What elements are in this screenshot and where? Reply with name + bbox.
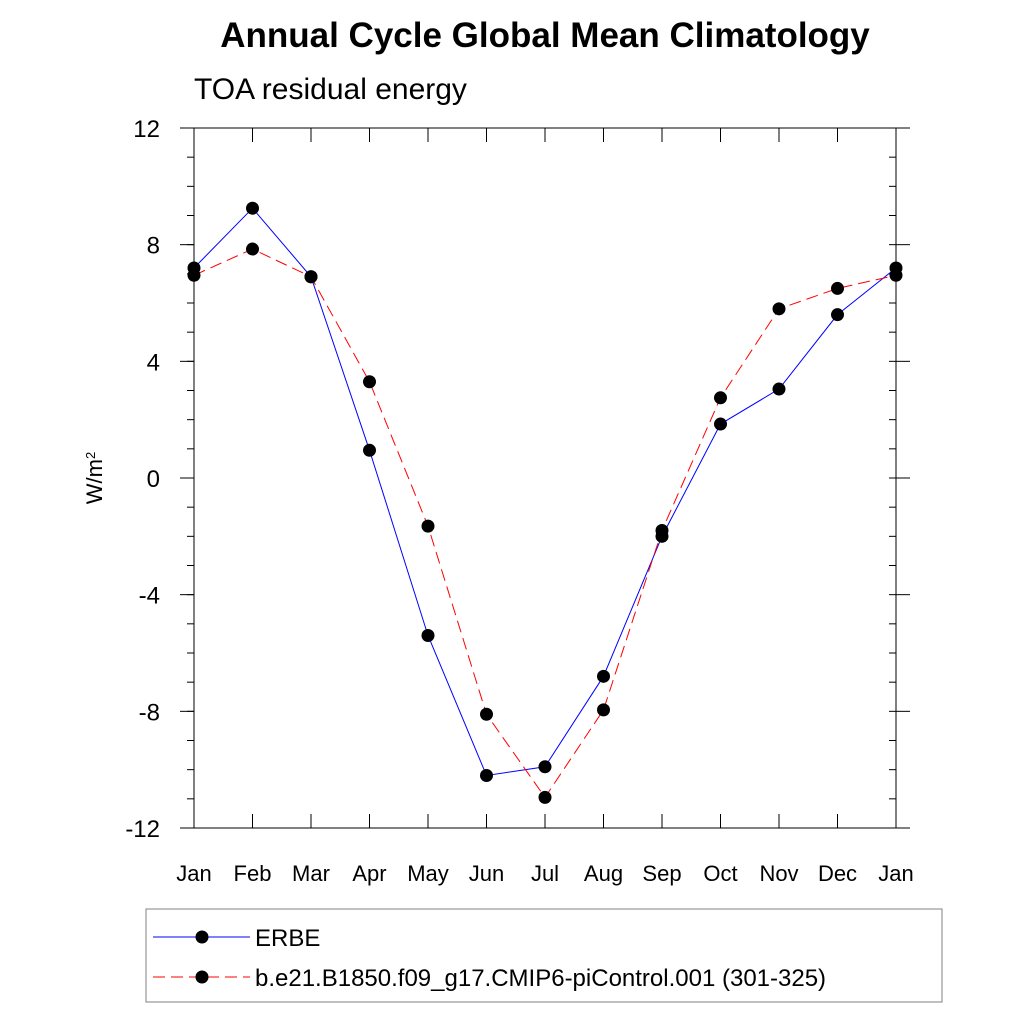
data-point-model — [538, 790, 552, 804]
y-tick-label: 12 — [133, 116, 160, 143]
x-tick-label: Mar — [292, 861, 330, 886]
y-tick-label: -8 — [139, 699, 160, 726]
series-line-model — [193, 248, 897, 799]
data-point-model — [304, 270, 318, 284]
y-axis-label: W/m2 — [82, 452, 107, 504]
x-tick-label: Jun — [469, 861, 504, 886]
legend-marker-erbe — [195, 930, 209, 944]
chart-subtitle: TOA residual energy — [194, 73, 467, 106]
data-point-erbe — [538, 760, 552, 774]
legend-label-model: b.e21.B1850.f09_g17.CMIP6-piControl.001 … — [255, 965, 826, 992]
data-point-erbe — [363, 443, 376, 457]
legend: ERBE b.e21.B1850.f09_g17.CMIP6-piControl.… — [145, 908, 943, 1003]
data-point-model — [421, 519, 435, 533]
plot-frame — [193, 127, 897, 829]
x-tick-label: Feb — [234, 861, 272, 886]
data-point-erbe — [480, 769, 493, 782]
data-point-erbe — [831, 308, 844, 322]
y-axis-label-superscript: 2 — [83, 452, 98, 459]
x-tick-label: Jan — [878, 861, 913, 886]
legend-label-erbe: ERBE — [255, 925, 320, 952]
data-point-model — [889, 268, 903, 282]
y-tick-label: 8 — [147, 233, 160, 260]
x-tick-label: Apr — [352, 861, 386, 886]
data-point-model — [187, 268, 201, 282]
y-tick-label: -4 — [139, 583, 160, 610]
data-point-model — [831, 281, 844, 295]
data-point-model — [246, 242, 259, 256]
y-tick-label: 4 — [147, 349, 160, 376]
data-point-model — [480, 707, 493, 721]
legend-marker-model — [195, 970, 209, 984]
x-tick-label: Dec — [818, 861, 857, 886]
x-tick-label: Jul — [531, 861, 559, 886]
data-point-erbe — [772, 382, 786, 396]
y-tick-label: 0 — [147, 466, 160, 493]
plot-area — [193, 127, 897, 829]
data-point-model — [655, 524, 669, 537]
chart-title: Annual Cycle Global Mean Climatology — [220, 16, 870, 55]
data-point-erbe — [421, 629, 435, 642]
x-tick-label: Jan — [176, 861, 211, 886]
x-tick-label: Sep — [642, 861, 681, 886]
data-point-model — [363, 375, 376, 389]
data-point-erbe — [714, 417, 727, 431]
data-point-erbe — [246, 201, 259, 215]
data-point-model — [714, 391, 727, 405]
y-tick-label: -12 — [125, 816, 160, 843]
series-layer — [187, 201, 903, 804]
x-tick-label: Aug — [584, 861, 623, 886]
series-line-erbe — [193, 207, 897, 777]
x-tick-label: Oct — [703, 861, 737, 886]
data-point-model — [597, 703, 610, 717]
legend-box — [145, 908, 943, 1003]
data-point-model — [772, 302, 786, 316]
x-tick-label: May — [407, 861, 449, 886]
y-axis-label-unit: W/m — [82, 459, 107, 504]
x-tick-label: Nov — [759, 861, 798, 886]
data-point-erbe — [597, 669, 610, 683]
axis-ticks: Jan Feb Mar Apr May Jun Jul Aug Sep Oct Nov Dec Jan 1… — [125, 116, 913, 886]
